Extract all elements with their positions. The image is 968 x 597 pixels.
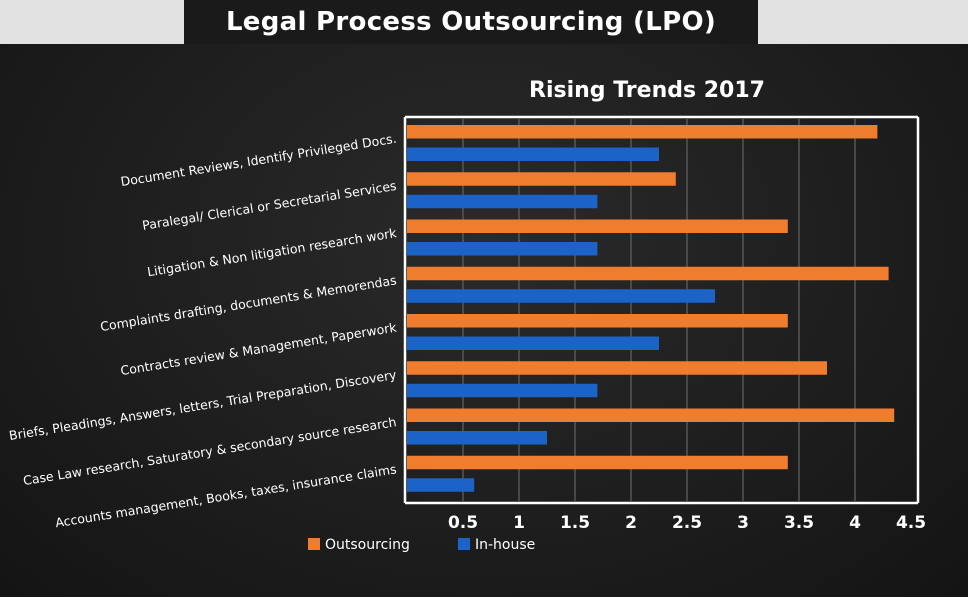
x-tick-label: 3.5 [784,513,814,533]
bar-outsourcing: Outsourcing: 4.2 [407,125,878,139]
bar-outsourcing: Outsourcing: 3.75 [407,361,827,375]
bar-in-house: In-house: 1.25 [407,431,547,445]
x-tick-label: 1 [513,513,525,533]
category-label: Contracts review & Management, Paperwork [119,320,398,379]
chart-title: Rising Trends 2017 [529,78,765,103]
bar-outsourcing: Outsourcing: 3.4 [407,455,788,470]
bar-outsourcing: Outsourcing: 4.35 [407,408,895,422]
bar-in-house: In-house: 1.7 [407,194,598,209]
bar-in-house: In-house: 2.25 [407,147,659,161]
x-tick-label: 0.5 [448,513,478,533]
bar-in-house: In-house: 1.7 [407,383,598,398]
category-label: Paralegal/ Clerical or Secretarial Servi… [141,178,397,233]
bar-outsourcing: Outsourcing: 2.4 [407,172,676,186]
legend-swatch-in-house [458,538,470,550]
bar-in-house: In-house: 2.25 [407,336,659,350]
page-title-box: Legal Process Outsourcing (LPO) [184,0,758,44]
x-tick-label: 3 [737,513,749,533]
x-tick-label: 4.5 [896,513,926,533]
bar-in-house: In-house: 2.75 [407,289,715,303]
x-tick-label: 2 [625,513,637,533]
category-label: Litigation & Non litigation research wor… [146,225,398,279]
x-tick-label: 2.5 [672,513,702,533]
category-label: Document Reviews, Identify Privileged Do… [119,131,397,189]
x-tick-label: 4 [849,513,861,533]
legend-swatch-outsourcing [308,538,320,550]
bar-outsourcing: Outsourcing: 4.3 [407,266,889,281]
bar-in-house: In-house: 1.7 [407,242,598,256]
legend-label-in-house: In-house [475,537,535,553]
bar-outsourcing: Outsourcing: 3.4 [407,314,788,328]
bar-outsourcing: Outsourcing: 3.4 [407,219,788,233]
category-label: Complaints drafting, documents & Memoren… [99,272,397,334]
legend-label-outsourcing: Outsourcing [325,537,410,553]
page-title: Legal Process Outsourcing (LPO) [225,7,717,37]
bar-in-house: In-house: 0.6 [407,478,475,492]
x-tick-label: 1.5 [560,513,590,533]
